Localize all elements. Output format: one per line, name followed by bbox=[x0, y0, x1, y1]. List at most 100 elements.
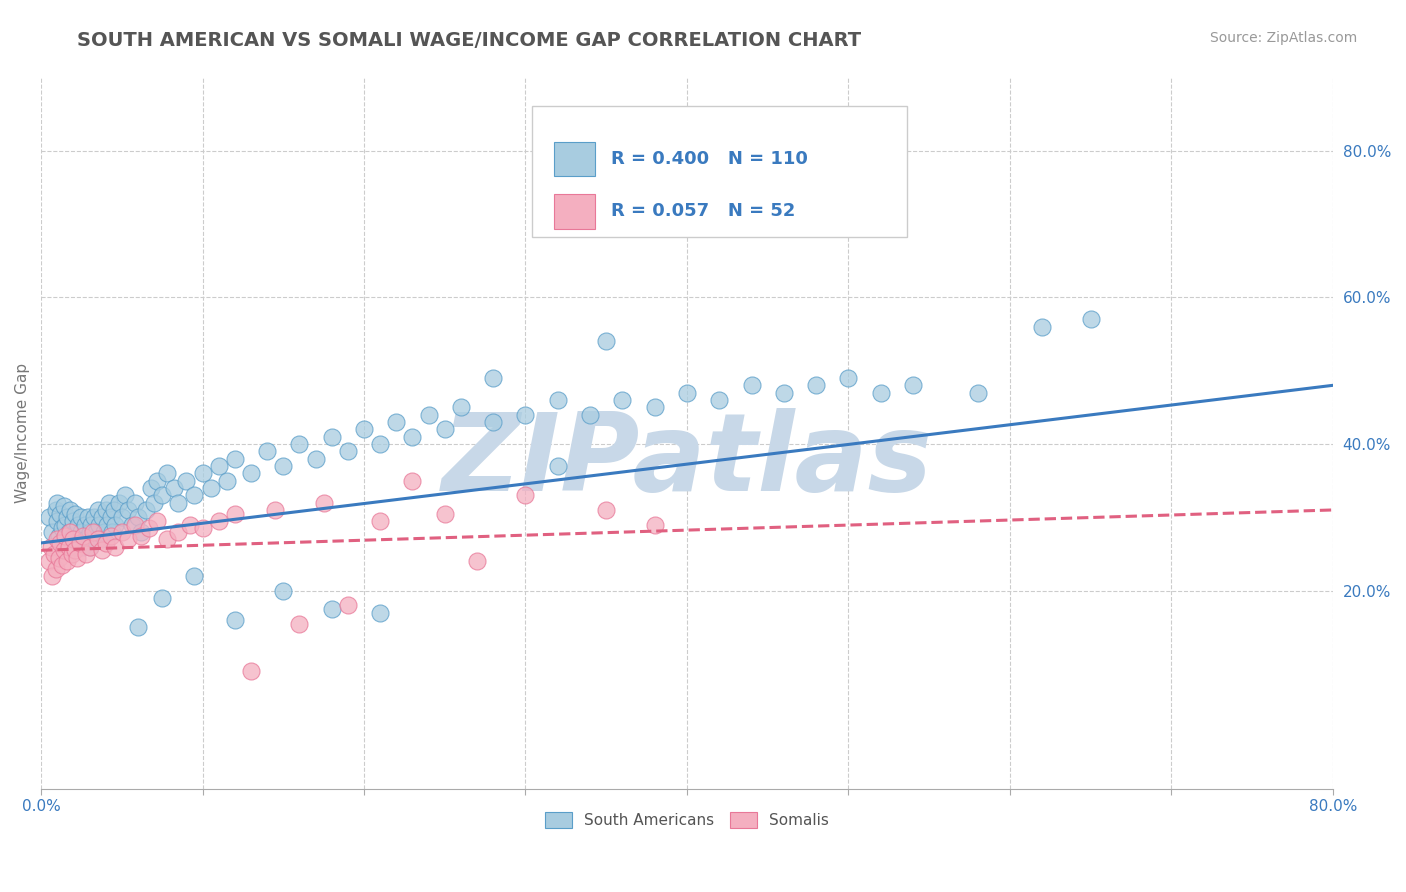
Point bbox=[271, 583, 294, 598]
Point bbox=[156, 467, 179, 481]
Point bbox=[772, 385, 794, 400]
Point bbox=[167, 495, 190, 509]
Point bbox=[49, 507, 72, 521]
Point bbox=[117, 533, 139, 547]
Point bbox=[579, 408, 602, 422]
Point bbox=[127, 510, 149, 524]
Point bbox=[48, 550, 70, 565]
Text: Source: ZipAtlas.com: Source: ZipAtlas.com bbox=[1209, 31, 1357, 45]
Point bbox=[39, 540, 62, 554]
Point bbox=[66, 540, 89, 554]
Point bbox=[1080, 312, 1102, 326]
Point bbox=[401, 430, 423, 444]
Point bbox=[107, 495, 129, 509]
Point bbox=[51, 521, 73, 535]
Point bbox=[53, 517, 76, 532]
Point bbox=[176, 474, 198, 488]
Point bbox=[146, 514, 169, 528]
Point bbox=[162, 481, 184, 495]
Text: SOUTH AMERICAN VS SOMALI WAGE/INCOME GAP CORRELATION CHART: SOUTH AMERICAN VS SOMALI WAGE/INCOME GAP… bbox=[77, 31, 862, 50]
Point bbox=[208, 458, 231, 473]
Text: R = 0.057   N = 52: R = 0.057 N = 52 bbox=[610, 202, 796, 220]
Bar bbox=[554, 142, 595, 177]
Point bbox=[66, 521, 89, 535]
Point bbox=[901, 378, 924, 392]
Point bbox=[129, 524, 152, 539]
Point bbox=[91, 543, 114, 558]
Point bbox=[49, 536, 72, 550]
Point bbox=[53, 528, 76, 542]
Point bbox=[215, 474, 238, 488]
Point bbox=[73, 517, 96, 532]
Point bbox=[179, 517, 201, 532]
Point bbox=[418, 408, 440, 422]
Point bbox=[288, 616, 311, 631]
Point bbox=[385, 415, 408, 429]
Point bbox=[80, 517, 103, 532]
Point bbox=[256, 444, 278, 458]
Point bbox=[124, 495, 146, 509]
Point bbox=[321, 602, 343, 616]
Point bbox=[62, 528, 84, 542]
Point bbox=[97, 495, 120, 509]
Point bbox=[89, 517, 111, 532]
Legend: South Americans, Somalis: South Americans, Somalis bbox=[538, 806, 835, 834]
Point bbox=[240, 665, 263, 679]
Point bbox=[121, 517, 143, 532]
Point bbox=[312, 495, 335, 509]
Point bbox=[240, 467, 263, 481]
Point bbox=[91, 510, 114, 524]
Point bbox=[60, 536, 83, 550]
Y-axis label: Wage/Income Gap: Wage/Income Gap bbox=[15, 363, 30, 503]
Point bbox=[48, 528, 70, 542]
Point bbox=[595, 503, 617, 517]
Point bbox=[79, 540, 101, 554]
Point bbox=[96, 517, 118, 532]
Text: R = 0.400   N = 110: R = 0.400 N = 110 bbox=[610, 150, 807, 169]
Point bbox=[127, 620, 149, 634]
Point bbox=[150, 488, 173, 502]
Point bbox=[62, 533, 84, 547]
Point bbox=[114, 488, 136, 502]
Point bbox=[146, 474, 169, 488]
Point bbox=[709, 392, 731, 407]
Point bbox=[52, 543, 75, 558]
Point bbox=[63, 507, 86, 521]
Point bbox=[612, 392, 634, 407]
Point bbox=[804, 378, 827, 392]
Point bbox=[56, 510, 79, 524]
Point bbox=[368, 437, 391, 451]
Point bbox=[135, 503, 157, 517]
Point bbox=[741, 378, 763, 392]
Point bbox=[70, 524, 93, 539]
Point bbox=[401, 474, 423, 488]
Point bbox=[56, 554, 79, 568]
Point bbox=[70, 510, 93, 524]
Point bbox=[72, 540, 94, 554]
Point bbox=[595, 334, 617, 349]
Point bbox=[82, 524, 104, 539]
Point bbox=[321, 430, 343, 444]
Point bbox=[288, 437, 311, 451]
Point bbox=[336, 599, 359, 613]
Point bbox=[103, 503, 125, 517]
Point bbox=[111, 524, 134, 539]
Point bbox=[644, 401, 666, 415]
Point bbox=[191, 521, 214, 535]
Point bbox=[100, 510, 122, 524]
Point bbox=[138, 521, 160, 535]
Point bbox=[66, 550, 89, 565]
Point bbox=[63, 543, 86, 558]
Point bbox=[86, 503, 108, 517]
Point bbox=[433, 422, 456, 436]
Point bbox=[167, 524, 190, 539]
Point bbox=[465, 554, 488, 568]
Point bbox=[183, 569, 205, 583]
Point bbox=[208, 514, 231, 528]
Point bbox=[129, 528, 152, 542]
Point bbox=[183, 488, 205, 502]
Point bbox=[82, 533, 104, 547]
Point bbox=[515, 408, 537, 422]
Point bbox=[58, 524, 80, 539]
Point bbox=[547, 392, 569, 407]
